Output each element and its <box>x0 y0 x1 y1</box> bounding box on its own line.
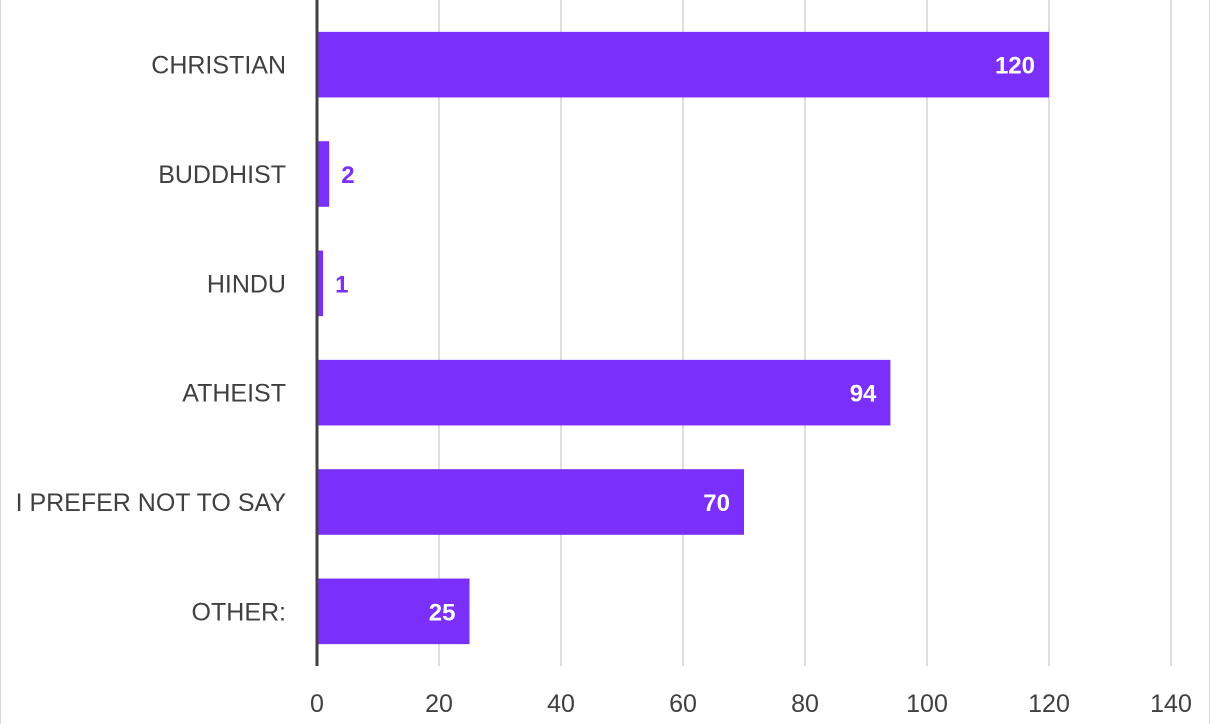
category-label-buddhist: BUDDHIST <box>158 161 286 189</box>
label-layer: 0 20 40 60 80 100 120 140 CHRISTIAN 120 BUDDHIST 2 H… <box>16 52 1192 718</box>
x-tick-label-100: 100 <box>906 690 948 718</box>
x-tick-label-60: 60 <box>669 690 697 718</box>
category-label-christian: CHRISTIAN <box>151 52 286 80</box>
data-label-buddhist: 2 <box>341 162 354 189</box>
category-label-hindu: HINDU <box>207 270 286 298</box>
bar-other <box>317 578 470 645</box>
x-tick-label-120: 120 <box>1028 690 1070 718</box>
data-label-christian: 120 <box>995 53 1035 80</box>
category-label-atheist: ATHEIST <box>182 380 286 408</box>
data-label-other: 25 <box>429 599 456 626</box>
category-label-other: OTHER: <box>192 598 286 626</box>
grid-layer <box>438 0 1172 666</box>
category-label-i-prefer-not-to-say: I PREFER NOT TO SAY <box>16 489 287 517</box>
bar-atheist <box>317 359 891 426</box>
bar-buddhist <box>317 141 330 207</box>
x-tick-label-80: 80 <box>791 690 819 718</box>
bar-christian <box>317 31 1049 98</box>
x-tick-label-40: 40 <box>547 690 575 718</box>
data-label-atheist: 94 <box>850 381 877 408</box>
bar-layer <box>317 31 1049 645</box>
x-tick-label-0: 0 <box>310 690 324 718</box>
bar-hindu <box>317 250 324 317</box>
x-tick-label-140: 140 <box>1150 690 1192 718</box>
data-label-i-prefer-not-to-say: 70 <box>703 490 730 517</box>
bar-i-prefer-not-to-say <box>317 469 744 535</box>
x-tick-label-20: 20 <box>425 690 453 718</box>
data-label-hindu: 1 <box>335 271 348 298</box>
